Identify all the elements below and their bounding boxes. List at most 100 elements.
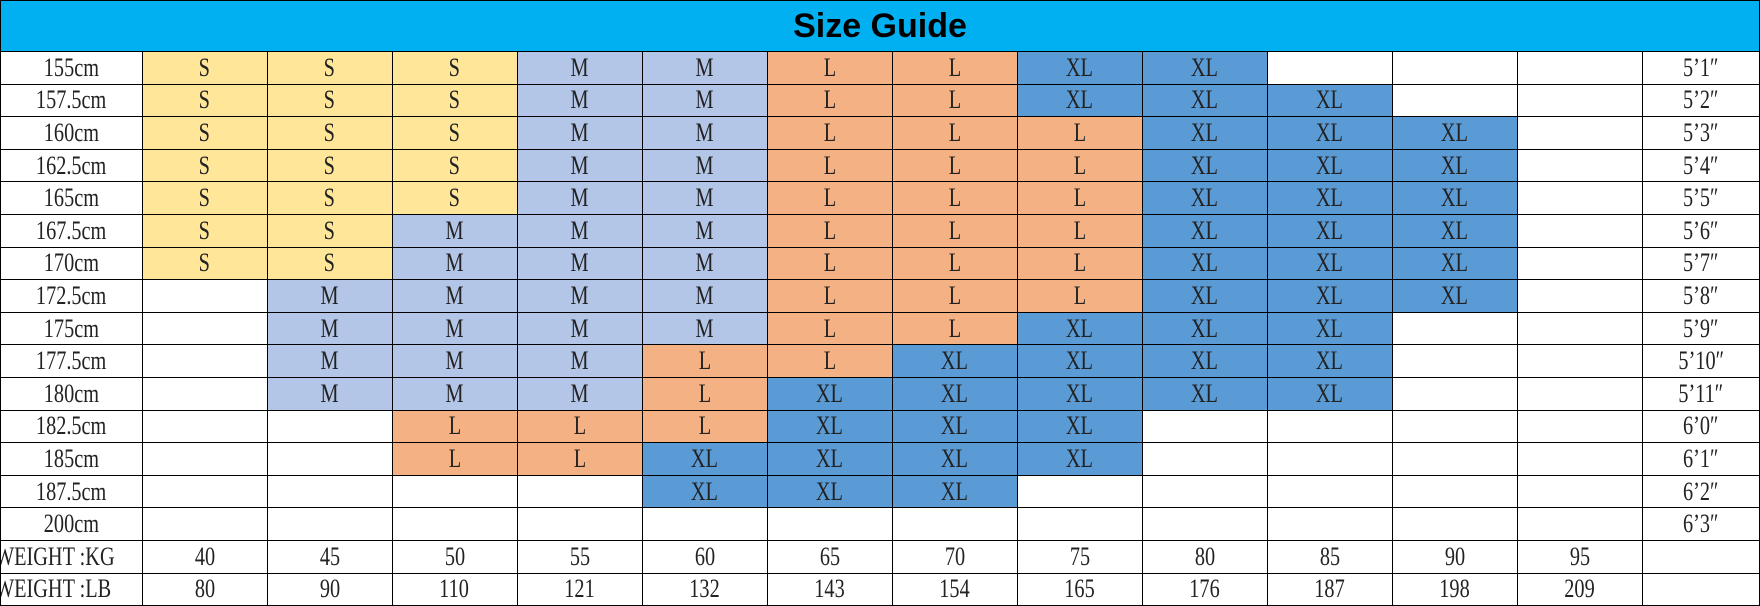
weight-lb-label: WEIGHT :LB — [1, 572, 143, 606]
height-ft-label-text: 6’2″ — [1683, 476, 1719, 506]
weight-kg-value-text: 85 — [1319, 541, 1340, 571]
size-cell — [1391, 83, 1518, 118]
height-ft-label: 6’3″ — [1641, 507, 1759, 541]
height-cm-label-text: 162.5cm — [36, 150, 107, 180]
size-cell-text: M — [695, 183, 714, 213]
size-cell: XL — [1016, 52, 1143, 85]
weight-lb-value-text: 165 — [1064, 574, 1095, 604]
size-cell-text: M — [695, 85, 714, 115]
size-cell: S — [391, 116, 518, 150]
size-cell: XL — [766, 442, 893, 476]
size-cell-text: XL — [940, 411, 969, 441]
size-cell: L — [891, 311, 1018, 346]
size-cell: XL — [1141, 344, 1268, 378]
size-cell-text: M — [570, 52, 589, 82]
size-cell — [141, 376, 268, 411]
size-cell — [1516, 442, 1643, 476]
size-cell — [1516, 474, 1643, 509]
size-cell-text: L — [1073, 117, 1086, 147]
size-cell-text: XL — [815, 411, 844, 441]
size-cell: XL — [891, 442, 1018, 476]
size-cell: L — [641, 376, 768, 411]
size-cell — [641, 507, 768, 541]
size-cell: L — [766, 83, 893, 118]
size-cell: XL — [1266, 148, 1393, 183]
size-cell: M — [641, 279, 768, 313]
size-cell-text: L — [448, 443, 461, 473]
size-cell: XL — [1016, 344, 1143, 378]
height-ft-label-text: 5’11″ — [1678, 378, 1724, 408]
size-cell-text: XL — [1315, 378, 1344, 408]
size-cell: XL — [1016, 311, 1143, 346]
size-cell — [141, 344, 268, 378]
size-cell: L — [766, 148, 893, 183]
size-cell — [1516, 246, 1643, 281]
size-cell: L — [891, 83, 1018, 118]
size-cell-text: XL — [1190, 378, 1219, 408]
size-cell-text: XL — [815, 476, 844, 506]
height-ft-label: 6’0″ — [1641, 409, 1759, 444]
size-cell: M — [516, 311, 643, 346]
size-cell-text: L — [948, 183, 961, 213]
weight-kg-value-text: 45 — [319, 541, 340, 571]
size-cell: S — [141, 213, 268, 248]
size-cell: M — [266, 311, 393, 346]
height-cm-label-text: 175cm — [43, 313, 99, 343]
height-row: 172.5cm M M M M L L L XL XL XL 5’8″ — [1, 279, 1759, 313]
size-cell: S — [266, 116, 393, 150]
size-cell-text: XL — [1065, 346, 1094, 376]
size-cell: XL — [1391, 116, 1518, 150]
size-cell-text: L — [1073, 215, 1086, 245]
size-cell-text: M — [320, 378, 339, 408]
size-cell — [266, 507, 393, 541]
height-cm-label: 167.5cm — [1, 213, 143, 248]
size-cell: M — [516, 116, 643, 150]
size-cell: L — [1016, 213, 1143, 248]
size-cell: XL — [1141, 279, 1268, 313]
size-cell-text: M — [570, 150, 589, 180]
size-cell-text: L — [823, 183, 836, 213]
height-cm-label: 172.5cm — [1, 279, 143, 313]
weight-lb-value: 187 — [1266, 572, 1393, 606]
weight-lb-label-text: WEIGHT :LB — [1, 574, 112, 604]
height-cm-label-text: 185cm — [43, 443, 99, 473]
size-cell: L — [1016, 148, 1143, 183]
height-ft-label: 5’7″ — [1641, 246, 1759, 281]
size-cell-text: XL — [1440, 183, 1469, 213]
weight-lb-value-text: 121 — [564, 574, 595, 604]
height-cm-label-text: 177.5cm — [36, 346, 107, 376]
size-cell: S — [141, 148, 268, 183]
size-cell-text: L — [948, 313, 961, 343]
size-cell: L — [1016, 246, 1143, 281]
size-cell — [1391, 507, 1518, 541]
size-cell — [141, 507, 268, 541]
weight-kg-value: 40 — [141, 539, 268, 574]
height-cm-label-text: 160cm — [43, 117, 99, 147]
size-cell: S — [266, 148, 393, 183]
size-cell-text: XL — [815, 443, 844, 473]
size-cell-text: L — [823, 150, 836, 180]
height-ft-label: 6’1″ — [1641, 442, 1759, 476]
height-ft-label-text: 5’8″ — [1683, 280, 1719, 310]
size-cell-text: XL — [1065, 443, 1094, 473]
height-cm-label: 182.5cm — [1, 409, 143, 444]
size-cell-text: XL — [940, 378, 969, 408]
size-cell-text: L — [698, 346, 711, 376]
size-cell: L — [891, 52, 1018, 85]
size-cell: S — [266, 52, 393, 85]
size-cell: XL — [1141, 213, 1268, 248]
size-cell-text: S — [323, 85, 336, 115]
size-cell: XL — [1391, 246, 1518, 281]
height-cm-label: 160cm — [1, 116, 143, 150]
weight-kg-value: 85 — [1266, 539, 1393, 574]
size-cell: S — [141, 83, 268, 118]
empty-cell — [1641, 572, 1759, 606]
height-ft-label-text: 5’1″ — [1683, 52, 1719, 82]
size-cell-text: S — [448, 150, 461, 180]
height-ft-label-text: 5’7″ — [1683, 248, 1719, 278]
size-cell-text: XL — [1065, 411, 1094, 441]
weight-lb-value-text: 90 — [319, 574, 340, 604]
size-cell — [266, 409, 393, 444]
size-cell — [266, 442, 393, 476]
size-cell — [141, 311, 268, 346]
